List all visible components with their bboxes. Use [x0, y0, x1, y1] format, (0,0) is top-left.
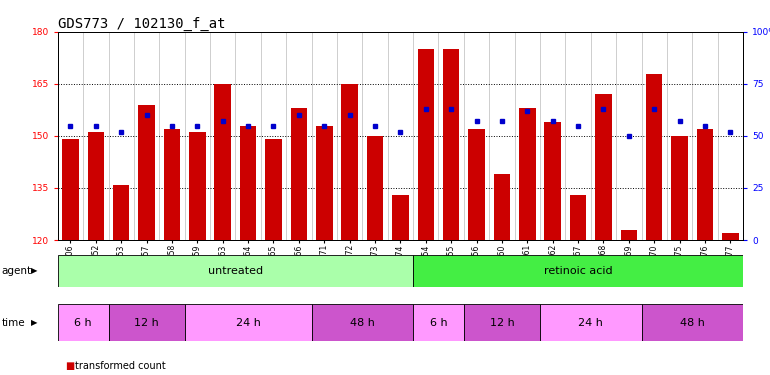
- Bar: [570, 195, 586, 240]
- Bar: [595, 94, 611, 240]
- Bar: [392, 195, 409, 240]
- Bar: [240, 126, 256, 240]
- Bar: [164, 129, 180, 240]
- Text: ■: ■: [65, 361, 75, 370]
- Bar: [494, 174, 511, 240]
- Bar: [621, 230, 637, 240]
- Bar: [413, 255, 743, 287]
- Bar: [58, 304, 109, 341]
- Bar: [367, 136, 383, 240]
- Bar: [341, 84, 358, 240]
- Bar: [139, 105, 155, 240]
- Text: ▶: ▶: [31, 266, 37, 275]
- Bar: [290, 108, 307, 240]
- Bar: [641, 304, 743, 341]
- Bar: [464, 304, 540, 341]
- Bar: [413, 304, 464, 341]
- Bar: [265, 140, 282, 240]
- Bar: [316, 126, 333, 240]
- Bar: [417, 49, 434, 240]
- Bar: [312, 304, 413, 341]
- Bar: [646, 74, 662, 240]
- Bar: [544, 122, 561, 240]
- Text: 48 h: 48 h: [350, 318, 375, 327]
- Bar: [62, 140, 79, 240]
- Text: retinoic acid: retinoic acid: [544, 266, 612, 276]
- Text: 24 h: 24 h: [236, 318, 260, 327]
- Text: transformed count: transformed count: [75, 361, 166, 370]
- Bar: [443, 49, 460, 240]
- Bar: [697, 129, 713, 240]
- Text: untreated: untreated: [208, 266, 263, 276]
- Bar: [189, 132, 206, 240]
- Bar: [215, 84, 231, 240]
- Text: 48 h: 48 h: [680, 318, 705, 327]
- Bar: [58, 255, 413, 287]
- Bar: [722, 233, 738, 240]
- Bar: [109, 304, 185, 341]
- Text: time: time: [2, 318, 25, 327]
- Text: 6 h: 6 h: [75, 318, 92, 327]
- Text: agent: agent: [2, 266, 32, 276]
- Text: GDS773 / 102130_f_at: GDS773 / 102130_f_at: [58, 17, 226, 31]
- Text: ▶: ▶: [31, 318, 37, 327]
- Text: 12 h: 12 h: [134, 318, 159, 327]
- Bar: [468, 129, 485, 240]
- Bar: [113, 184, 129, 240]
- Bar: [185, 304, 312, 341]
- Text: 24 h: 24 h: [578, 318, 603, 327]
- Text: 12 h: 12 h: [490, 318, 514, 327]
- Bar: [519, 108, 536, 240]
- Bar: [671, 136, 688, 240]
- Text: 6 h: 6 h: [430, 318, 447, 327]
- Bar: [540, 304, 641, 341]
- Bar: [88, 132, 104, 240]
